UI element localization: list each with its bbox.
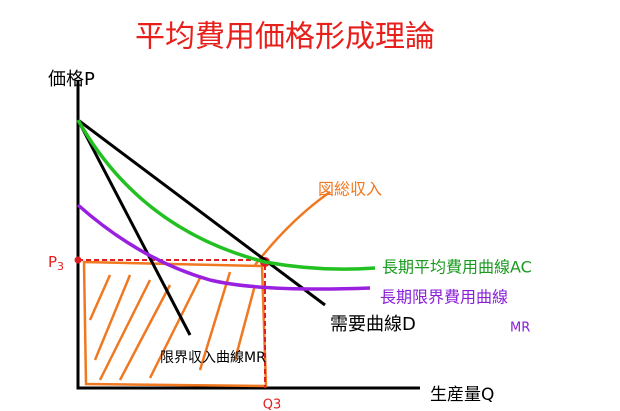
marginal-cost-label: 長期限界費用曲線 [380,288,508,307]
quantity-label: Q3 [263,398,282,411]
x-axis-label: 生産量Q [430,385,494,405]
demand-label: 需要曲線D [330,314,416,335]
price-label-sub: 3 [57,260,64,273]
average-cost-label: 長期平均費用曲線AC [382,258,532,277]
average-cost-curve [76,119,376,271]
demand-curve [77,118,326,307]
marginal-revenue-label: 限界収入曲線MR [160,350,266,366]
marginal-cost-curve [76,203,371,291]
total-revenue-label: 図総収入 [318,180,382,199]
price-point [74,256,82,264]
y-axis-label: 価格P [48,69,95,90]
title: 平均費用価格形成理論 [135,20,435,55]
price-label-main: P [48,253,57,271]
marginal-cost-label-2: MR [510,321,530,336]
axes [76,80,420,390]
price-label: P3 [48,253,64,274]
marginal-revenue-curve [76,119,192,336]
